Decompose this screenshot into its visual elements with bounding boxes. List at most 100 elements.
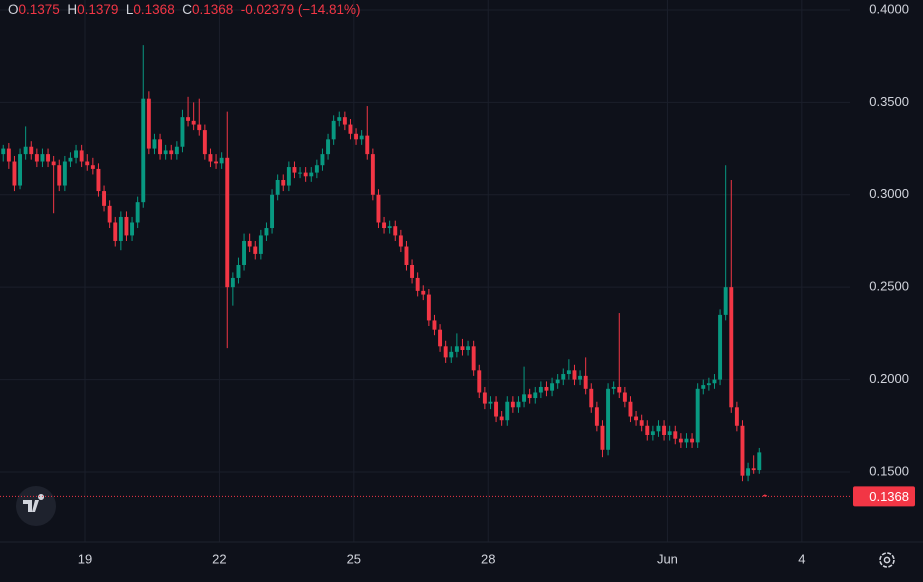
candle-body bbox=[449, 351, 454, 358]
high-label: H bbox=[67, 2, 78, 17]
low-value: 0.1368 bbox=[133, 2, 175, 17]
candle-body bbox=[197, 124, 202, 131]
candle-body bbox=[174, 146, 179, 155]
candle-body bbox=[163, 150, 168, 155]
settings-button[interactable] bbox=[879, 552, 895, 568]
logo-mark bbox=[23, 494, 45, 512]
candle-body bbox=[275, 179, 280, 195]
candle-body bbox=[298, 172, 303, 174]
candle-body bbox=[29, 146, 34, 155]
candle-body bbox=[169, 150, 174, 155]
candle-body bbox=[522, 394, 527, 402]
candle-body bbox=[337, 117, 342, 121]
price-label: 0.1368 bbox=[869, 489, 909, 504]
candle-body bbox=[555, 379, 560, 384]
x-tick-label: 4 bbox=[798, 551, 805, 566]
candle-body bbox=[466, 346, 471, 350]
candle-body bbox=[107, 205, 112, 223]
candle-body bbox=[550, 383, 555, 391]
candle-body bbox=[628, 401, 633, 417]
change-percent: (−14.81%) bbox=[297, 2, 361, 17]
candle-body bbox=[499, 416, 504, 421]
candle-body bbox=[410, 264, 415, 278]
y-tick-label: 0.1500 bbox=[869, 463, 909, 478]
price-label-box bbox=[853, 486, 915, 507]
y-tick-label: 0.2000 bbox=[869, 371, 909, 386]
candle-body bbox=[583, 375, 588, 389]
candle-body bbox=[85, 161, 90, 166]
candle-body bbox=[68, 157, 73, 162]
gear-inner bbox=[883, 556, 891, 564]
candle-body bbox=[488, 401, 493, 404]
candle-body bbox=[1, 148, 6, 155]
candle-body bbox=[74, 150, 79, 158]
candle-body bbox=[544, 386, 549, 391]
candle-body bbox=[701, 385, 706, 389]
candle-body bbox=[482, 392, 487, 404]
high-value: 0.1379 bbox=[77, 2, 119, 17]
candle-body bbox=[141, 98, 146, 203]
candle-body bbox=[118, 216, 123, 241]
candle-body bbox=[320, 154, 325, 166]
candle-body bbox=[370, 154, 375, 195]
open-label: O bbox=[8, 2, 19, 17]
candle-body bbox=[51, 161, 56, 166]
x-tick-label: Jun bbox=[657, 551, 678, 566]
candle-body bbox=[270, 194, 275, 229]
gear-outer bbox=[879, 552, 895, 568]
candle-body bbox=[186, 117, 191, 121]
candle-body bbox=[762, 495, 767, 497]
candle-body bbox=[561, 374, 566, 380]
candle-body bbox=[393, 226, 398, 236]
candle-body bbox=[589, 388, 594, 408]
candle-body bbox=[432, 320, 437, 330]
candle-body bbox=[236, 264, 241, 278]
candle-body bbox=[180, 117, 185, 147]
y-tick-label: 0.4000 bbox=[869, 1, 909, 16]
candle-body bbox=[40, 154, 45, 162]
candle-body bbox=[639, 420, 644, 426]
candle-body bbox=[342, 117, 347, 125]
candle-body bbox=[202, 130, 207, 155]
candle-body bbox=[124, 216, 129, 236]
candle-body bbox=[438, 329, 443, 347]
candle-body bbox=[673, 431, 678, 439]
candle-body bbox=[34, 154, 39, 162]
candle-body bbox=[494, 401, 499, 417]
candle-body bbox=[23, 146, 28, 155]
candle-body bbox=[622, 392, 627, 402]
candle-body bbox=[158, 139, 163, 155]
y-tick-label: 0.2500 bbox=[869, 279, 909, 294]
candle-body bbox=[533, 392, 538, 399]
candle-body bbox=[79, 150, 84, 162]
candle-body bbox=[309, 172, 314, 177]
candle-body bbox=[594, 407, 599, 426]
candle-body bbox=[102, 191, 107, 206]
candle-body bbox=[578, 375, 583, 380]
candle-body bbox=[510, 401, 515, 408]
candle-body bbox=[359, 135, 364, 140]
candle-body bbox=[46, 154, 51, 162]
candles bbox=[0, 45, 850, 497]
candle-body bbox=[667, 431, 672, 436]
tv-logo[interactable] bbox=[16, 486, 56, 526]
candle-body bbox=[695, 388, 700, 443]
candle-body bbox=[415, 277, 420, 291]
change-value: -0.02379 bbox=[240, 2, 295, 17]
candle-body bbox=[12, 161, 17, 186]
candle-body bbox=[460, 346, 465, 350]
low-label: L bbox=[125, 2, 134, 17]
candle-body bbox=[723, 287, 728, 315]
candle-body bbox=[566, 370, 571, 375]
candle-body bbox=[57, 165, 62, 186]
candle-body bbox=[62, 161, 67, 186]
candle-body bbox=[421, 290, 426, 295]
candle-body bbox=[606, 388, 611, 450]
candle-body bbox=[326, 139, 331, 155]
candle-body bbox=[516, 401, 521, 408]
candle-body bbox=[734, 407, 739, 426]
candle-body bbox=[690, 438, 695, 443]
candle-body bbox=[376, 194, 381, 223]
candle-body bbox=[538, 386, 543, 393]
